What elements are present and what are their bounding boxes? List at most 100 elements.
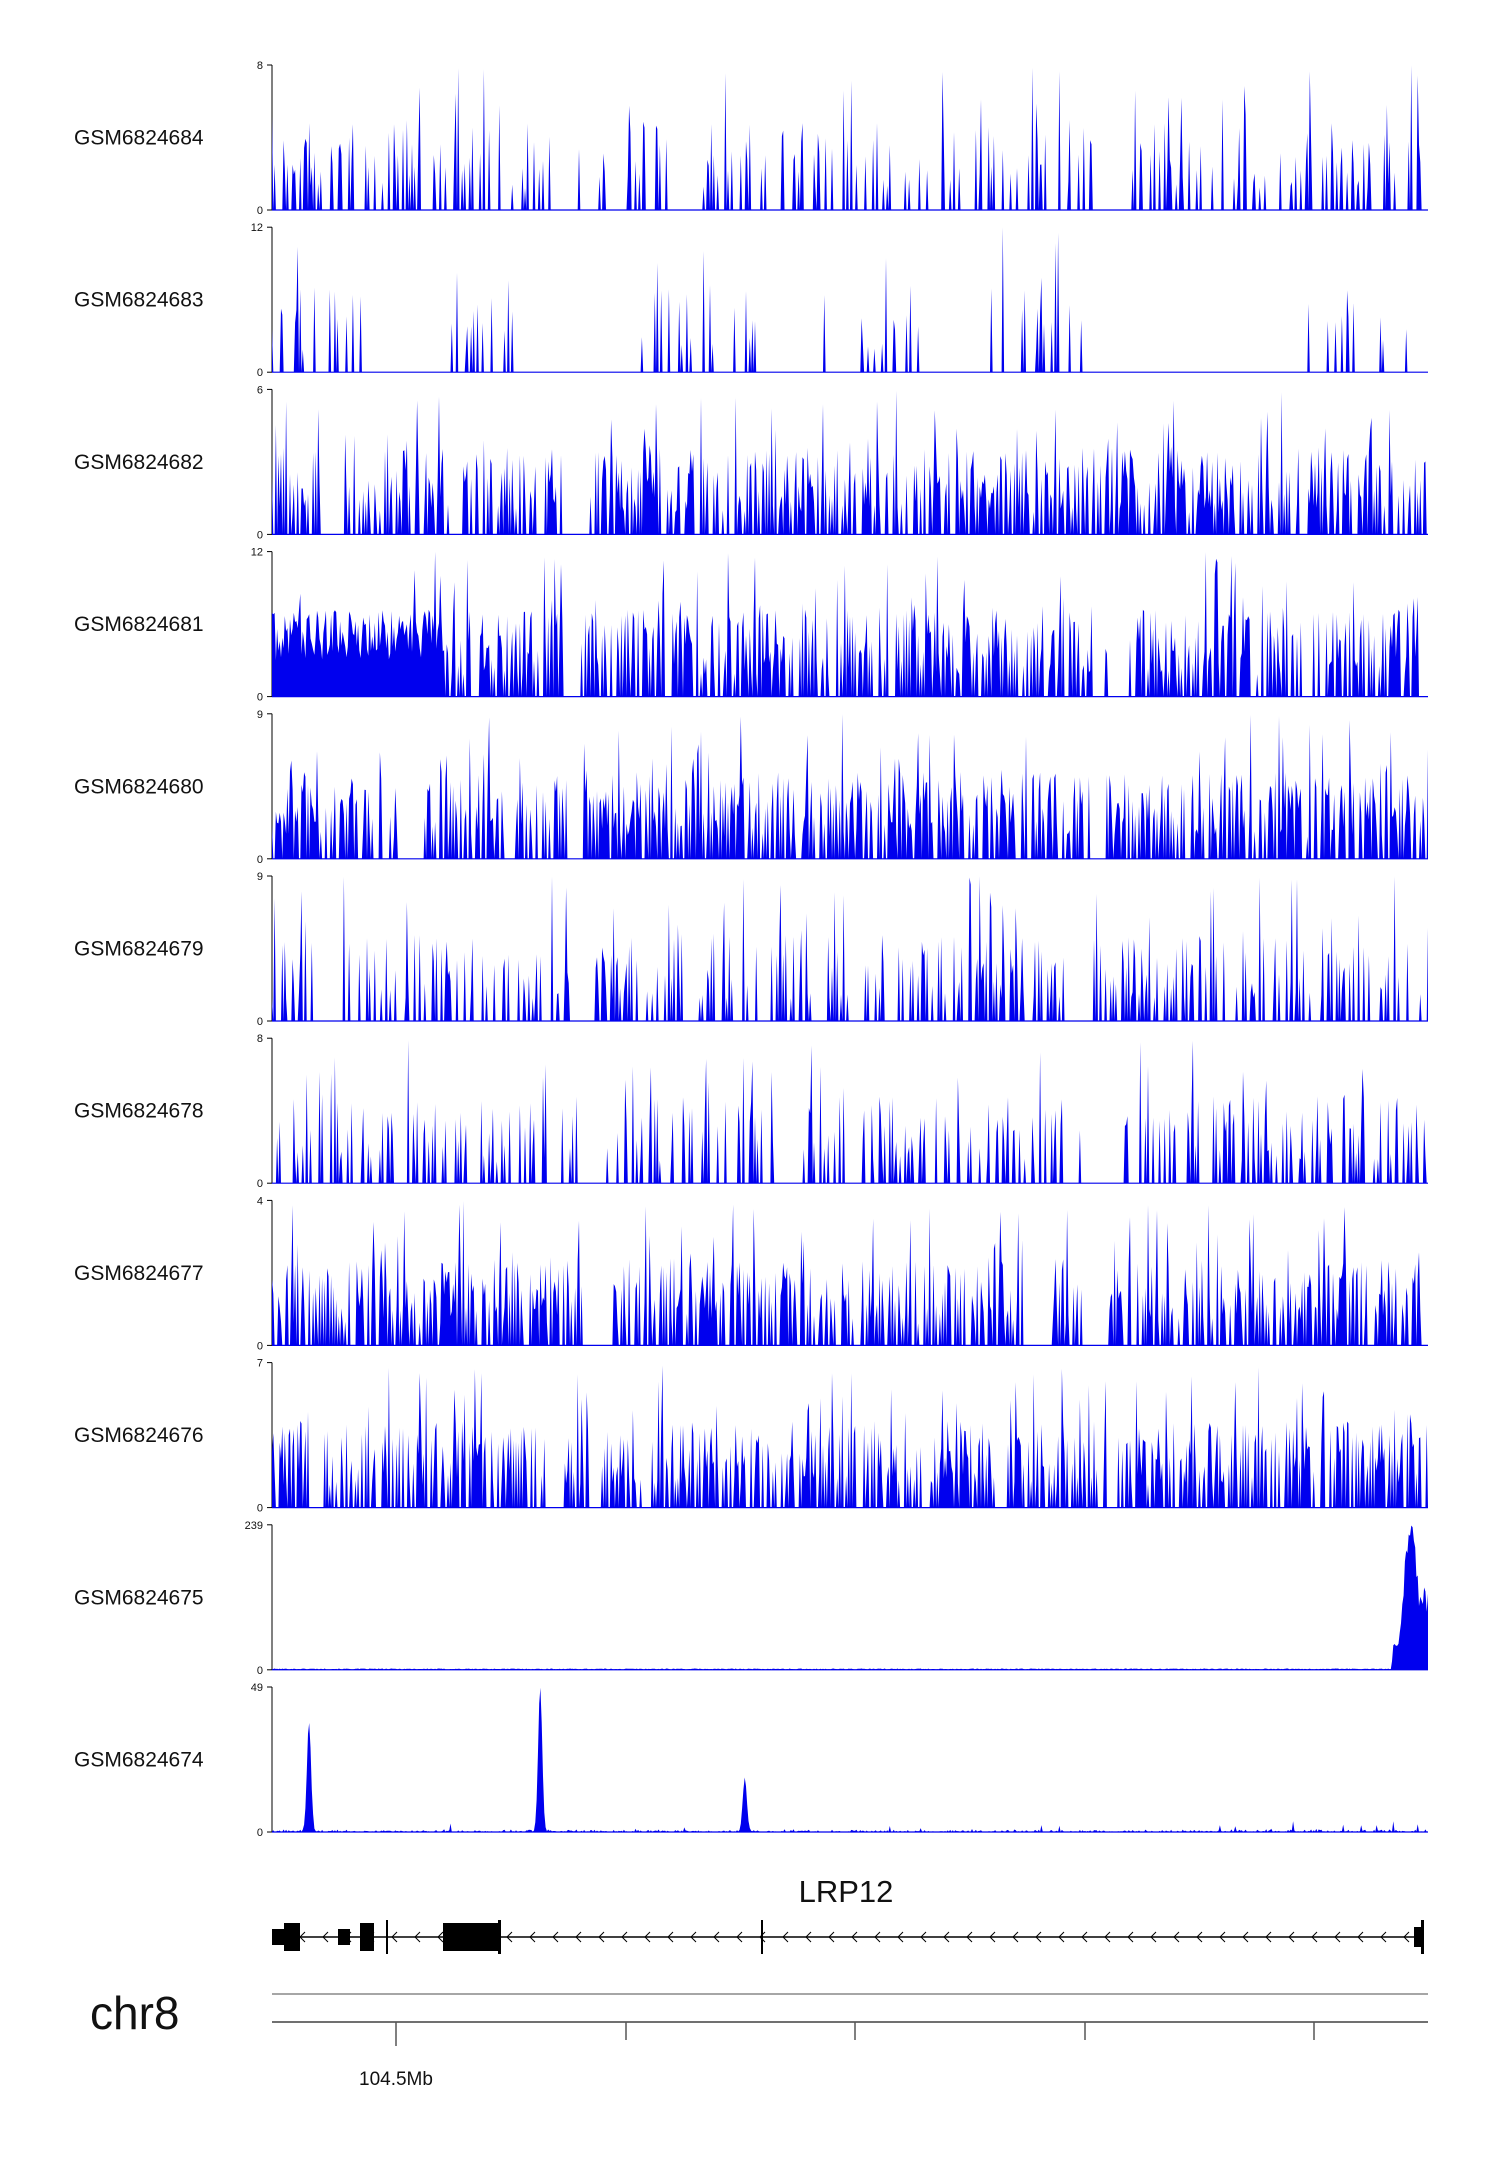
strand-arrow bbox=[943, 1931, 950, 1943]
y-min-label: 0 bbox=[257, 205, 263, 217]
track-label: GSM6824678 bbox=[74, 1100, 204, 1123]
y-max-label: 6 bbox=[257, 384, 263, 396]
signal-area bbox=[272, 1201, 1428, 1346]
y-min-label: 0 bbox=[257, 692, 263, 704]
track-GSM6824678: GSM6824678 8 0 bbox=[74, 1033, 1428, 1190]
strand-arrow bbox=[322, 1931, 329, 1943]
strand-arrow bbox=[1265, 1931, 1272, 1943]
strand-arrow bbox=[690, 1931, 697, 1943]
strand-arrow bbox=[1127, 1931, 1134, 1943]
track-label: GSM6824679 bbox=[74, 938, 204, 961]
strand-arrow bbox=[1150, 1931, 1157, 1943]
signal-area bbox=[272, 1365, 1428, 1508]
strand-arrow bbox=[1035, 1931, 1042, 1943]
track-GSM6824684: GSM6824684 8 0 bbox=[74, 60, 1428, 217]
strand-arrow bbox=[1357, 1931, 1364, 1943]
strand-arrow bbox=[1012, 1931, 1019, 1943]
signal-tracks: GSM682468480GSM6824683120GSM682468260GSM… bbox=[74, 60, 1428, 1839]
signal-area bbox=[272, 390, 1428, 535]
strand-arrow bbox=[1334, 1931, 1341, 1943]
track-GSM6824680: GSM6824680 9 0 bbox=[74, 709, 1428, 866]
strand-arrow bbox=[575, 1931, 582, 1943]
genome-coordinate-axis: chr8 104.5Mb bbox=[90, 1987, 1428, 2090]
track-label: GSM6824682 bbox=[74, 451, 204, 474]
y-max-label: 12 bbox=[251, 547, 263, 559]
y-min-label: 0 bbox=[257, 1827, 263, 1839]
y-max-label: 9 bbox=[257, 871, 263, 883]
exon-block bbox=[360, 1923, 374, 1951]
y-min-label: 0 bbox=[257, 367, 263, 379]
strand-arrow bbox=[851, 1931, 858, 1943]
track-label: GSM6824677 bbox=[74, 1262, 204, 1285]
exon-block bbox=[284, 1923, 300, 1951]
track-label: GSM6824676 bbox=[74, 1424, 204, 1447]
exon-block bbox=[1414, 1927, 1422, 1947]
strand-arrow bbox=[1081, 1931, 1088, 1943]
y-max-label: 8 bbox=[257, 1033, 263, 1045]
exon-block bbox=[338, 1929, 350, 1945]
strand-arrow bbox=[759, 1931, 766, 1943]
y-max-label: 49 bbox=[251, 1682, 263, 1694]
exon-block bbox=[498, 1920, 501, 1954]
strand-arrow bbox=[391, 1931, 398, 1943]
exon-block bbox=[386, 1920, 388, 1954]
y-max-label: 7 bbox=[257, 1358, 263, 1370]
strand-arrow bbox=[1311, 1931, 1318, 1943]
strand-arrow bbox=[437, 1931, 444, 1943]
axis-tick-label: 104.5Mb bbox=[359, 2069, 433, 2090]
strand-arrow bbox=[1173, 1931, 1180, 1943]
y-min-label: 0 bbox=[257, 1178, 263, 1190]
strand-arrow bbox=[1380, 1931, 1387, 1943]
strand-arrow bbox=[874, 1931, 881, 1943]
y-min-label: 0 bbox=[257, 1503, 263, 1515]
strand-arrow bbox=[897, 1931, 904, 1943]
track-GSM6824674: GSM6824674 49 0 bbox=[74, 1682, 1428, 1839]
y-min-label: 0 bbox=[257, 529, 263, 541]
exon-block bbox=[272, 1929, 284, 1945]
chromosome-label: chr8 bbox=[90, 1987, 179, 2039]
strand-arrow bbox=[736, 1931, 743, 1943]
strand-arrow bbox=[1403, 1931, 1410, 1943]
strand-arrow bbox=[644, 1931, 651, 1943]
strand-arrow bbox=[1288, 1931, 1295, 1943]
y-max-label: 9 bbox=[257, 709, 263, 721]
axis-ticks bbox=[395, 2022, 1315, 2046]
strand-arrow bbox=[529, 1931, 536, 1943]
strand-arrow bbox=[598, 1931, 605, 1943]
strand-arrow bbox=[782, 1931, 789, 1943]
strand-arrow bbox=[552, 1931, 559, 1943]
signal-area bbox=[272, 65, 1428, 210]
track-label: GSM6824684 bbox=[74, 127, 204, 150]
track-GSM6824679: GSM6824679 9 0 bbox=[74, 871, 1428, 1028]
strand-arrow bbox=[966, 1931, 973, 1943]
gene-name: LRP12 bbox=[799, 1874, 894, 1909]
track-label: GSM6824680 bbox=[74, 775, 204, 798]
y-min-label: 0 bbox=[257, 1340, 263, 1352]
strand-arrow bbox=[506, 1931, 513, 1943]
y-min-label: 0 bbox=[257, 1665, 263, 1677]
track-label: GSM6824681 bbox=[74, 613, 204, 636]
strand-arrow bbox=[414, 1931, 421, 1943]
strand-arrow bbox=[713, 1931, 720, 1943]
y-max-label: 4 bbox=[257, 1195, 263, 1207]
strand-arrow bbox=[989, 1931, 996, 1943]
exon-block bbox=[1421, 1920, 1424, 1954]
y-max-label: 12 bbox=[251, 222, 263, 234]
track-label: GSM6824675 bbox=[74, 1586, 204, 1609]
exon-block bbox=[761, 1920, 763, 1954]
track-GSM6824677: GSM6824677 4 0 bbox=[74, 1195, 1428, 1352]
exon-block bbox=[443, 1923, 501, 1951]
gene-track: LRP12 bbox=[272, 1874, 1424, 1954]
track-GSM6824675: GSM6824675 239 0 bbox=[74, 1520, 1428, 1677]
strand-arrow bbox=[805, 1931, 812, 1943]
track-GSM6824683: GSM6824683 12 0 bbox=[74, 222, 1428, 379]
signal-area bbox=[272, 1040, 1428, 1184]
signal-area bbox=[272, 714, 1428, 859]
signal-area bbox=[272, 551, 1428, 697]
strand-arrow bbox=[828, 1931, 835, 1943]
y-max-label: 239 bbox=[245, 1520, 263, 1532]
signal-area bbox=[272, 876, 1428, 1021]
strand-arrow bbox=[1242, 1931, 1249, 1943]
y-max-label: 8 bbox=[257, 60, 263, 72]
